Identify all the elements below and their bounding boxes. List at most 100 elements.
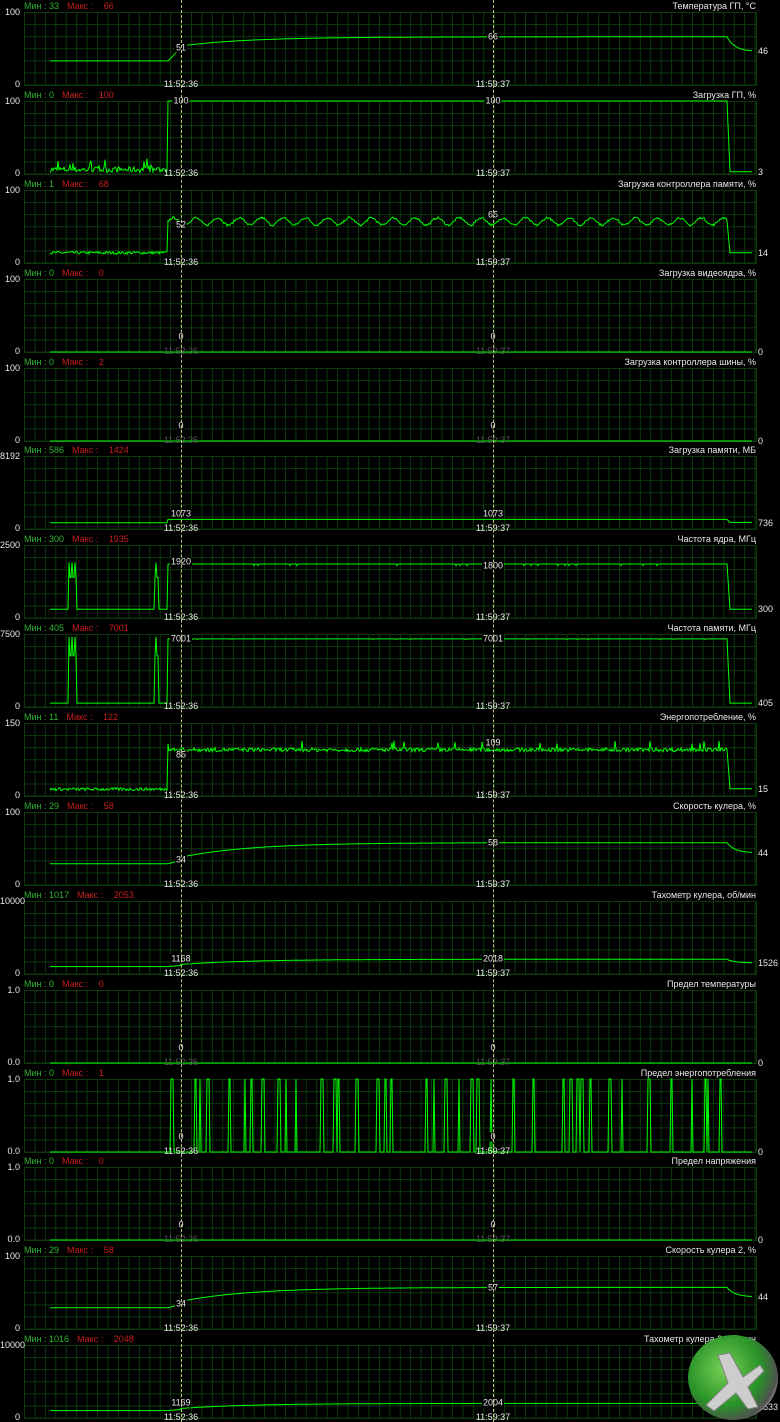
current-value: 0 — [758, 435, 764, 446]
max-value: 0 — [98, 978, 104, 989]
min-max-readout: Мин : 1017 Макс : 2053 — [24, 890, 134, 900]
max-value: 1 — [98, 1067, 104, 1078]
y-axis-max: 100 — [4, 273, 20, 284]
max-label: Макс : — [72, 623, 99, 634]
graph-panel: Мин : 1017 Макс : 2053 Тахометр кулера, о… — [0, 889, 780, 978]
max-value: 1935 — [108, 534, 129, 545]
graph-line — [50, 36, 753, 62]
min-label: Мин : — [24, 1245, 47, 1256]
graph-panel: Мин : 29 Макс : 58 Скорость кулера 2, % 1… — [0, 1244, 780, 1333]
min-max-readout: Мин : 1016 Макс : 2048 — [24, 1334, 134, 1344]
graph-title: Загрузка контроллера памяти, % — [618, 178, 756, 189]
current-value: 0 — [758, 346, 764, 357]
max-value: 1424 — [108, 445, 129, 456]
y-axis-max: 100 — [4, 7, 20, 17]
graph-title: Скорость кулера, % — [673, 800, 756, 811]
time-cursor-1 — [181, 0, 182, 1422]
graph-panel: Мин : 0 Макс : 0 Предел температуры 1.0 0… — [0, 978, 780, 1068]
max-label: Макс : — [72, 445, 99, 456]
y-axis-min: 0.0 — [7, 1234, 20, 1245]
min-label: Мин : — [24, 1067, 47, 1078]
max-label: Макс : — [66, 712, 93, 722]
current-value: 14 — [758, 247, 769, 258]
y-axis-min: 0 — [14, 612, 20, 623]
min-label: Мин : — [24, 889, 47, 900]
min-max-readout: Мин : 0 Макс : 0 — [24, 979, 104, 989]
graph-panel: Мин : 0 Макс : 100 Загрузка ГП, % 100 0 1… — [0, 89, 780, 178]
graph-line — [50, 1062, 752, 1064]
graph-line — [50, 636, 752, 704]
max-value: 58 — [103, 1245, 114, 1256]
min-value: 0 — [49, 356, 55, 367]
max-label: Макс : — [62, 978, 89, 989]
y-axis-min: 0.0 — [7, 1145, 20, 1156]
graph-line — [49, 100, 752, 174]
graph-panel: Мин : 1016 Макс : 2048 Тахометр кулера 2,… — [0, 1333, 780, 1422]
min-max-readout: Мин : 586 Макс : 1424 — [24, 445, 129, 455]
graph-panel: Мин : 586 Макс : 1424 Загрузка памяти, МБ… — [0, 444, 780, 533]
min-max-readout: Мин : 1 Макс : 68 — [24, 179, 109, 189]
min-label: Мин : — [24, 800, 47, 811]
min-label: Мин : — [24, 534, 47, 545]
graph-plot-area — [24, 12, 757, 86]
max-value: 58 — [103, 800, 114, 811]
min-value: 0 — [49, 1156, 55, 1167]
graph-line — [49, 740, 752, 792]
current-value: 1533 — [758, 1401, 779, 1412]
min-max-readout: Мин : 29 Макс : 58 — [24, 1245, 114, 1255]
current-value: 44 — [758, 1292, 769, 1303]
y-axis-min: 0 — [14, 1323, 20, 1334]
graph-panel: Мин : 405 Макс : 7001 Частота памяти, МГц… — [0, 622, 780, 711]
graph-panel: Мин : 0 Макс : 1 Предел энергопотребления… — [0, 1067, 780, 1157]
plane-icon — [705, 1352, 765, 1412]
min-label: Мин : — [24, 712, 47, 722]
y-axis-min: 0 — [14, 1412, 20, 1422]
graph-line — [50, 1239, 752, 1241]
y-axis-min: 0 — [14, 345, 20, 356]
app-logo — [688, 1335, 778, 1420]
min-label: Мин : — [24, 89, 47, 100]
y-axis-max: 150 — [4, 718, 20, 728]
graph-plot-area — [24, 189, 757, 264]
max-label: Макс : — [67, 1, 94, 11]
graph-plot-area — [24, 278, 757, 353]
graph-line — [50, 440, 752, 441]
max-value: 68 — [98, 178, 109, 189]
max-value: 7001 — [108, 623, 129, 634]
graph-title: Тахометр кулера 2, об/мин — [644, 1334, 756, 1345]
min-max-readout: Мин : 0 Макс : 1 — [24, 1068, 104, 1078]
y-axis-min: 0 — [14, 434, 20, 445]
min-max-readout: Мин : 0 Макс : 0 — [24, 268, 104, 278]
min-value: 1 — [49, 178, 55, 189]
time-cursor-2 — [493, 0, 494, 1422]
graph-line — [50, 519, 752, 524]
graph-plot-area — [24, 100, 757, 175]
graph-title: Частота памяти, МГц — [667, 623, 756, 634]
graph-panel: Мин : 0 Макс : 0 Предел напряжения 1.0 0.… — [0, 1155, 780, 1245]
graph-panel: Мин : 29 Макс : 58 Скорость кулера, % 100… — [0, 800, 780, 889]
min-label: Мин : — [24, 445, 47, 456]
y-axis-min: 0.0 — [7, 1056, 20, 1067]
max-label: Макс : — [77, 889, 104, 900]
min-label: Мин : — [24, 1, 47, 11]
min-value: 0 — [49, 267, 55, 278]
min-value: 29 — [49, 800, 60, 811]
y-axis-min: 0 — [14, 256, 20, 267]
current-value: 44 — [758, 847, 769, 858]
min-label: Мин : — [24, 1156, 47, 1167]
max-value: 2053 — [113, 889, 134, 900]
graph-panel: Мин : 300 Макс : 1935 Частота ядра, МГц 2… — [0, 533, 780, 622]
y-axis-max: 100 — [4, 184, 20, 195]
graph-plot-area — [24, 900, 757, 975]
graph-line — [50, 351, 752, 353]
current-value: 15 — [758, 783, 769, 794]
min-label: Мин : — [24, 978, 47, 989]
min-label: Мин : — [24, 178, 47, 189]
graph-title: Загрузка видеоядра, % — [658, 267, 756, 278]
current-value: 3 — [758, 166, 764, 177]
max-label: Макс : — [62, 356, 89, 367]
y-axis-min: 0 — [14, 79, 20, 89]
min-label: Мин : — [24, 356, 47, 367]
current-value: 0 — [758, 1057, 764, 1068]
current-value: 1526 — [758, 957, 779, 968]
